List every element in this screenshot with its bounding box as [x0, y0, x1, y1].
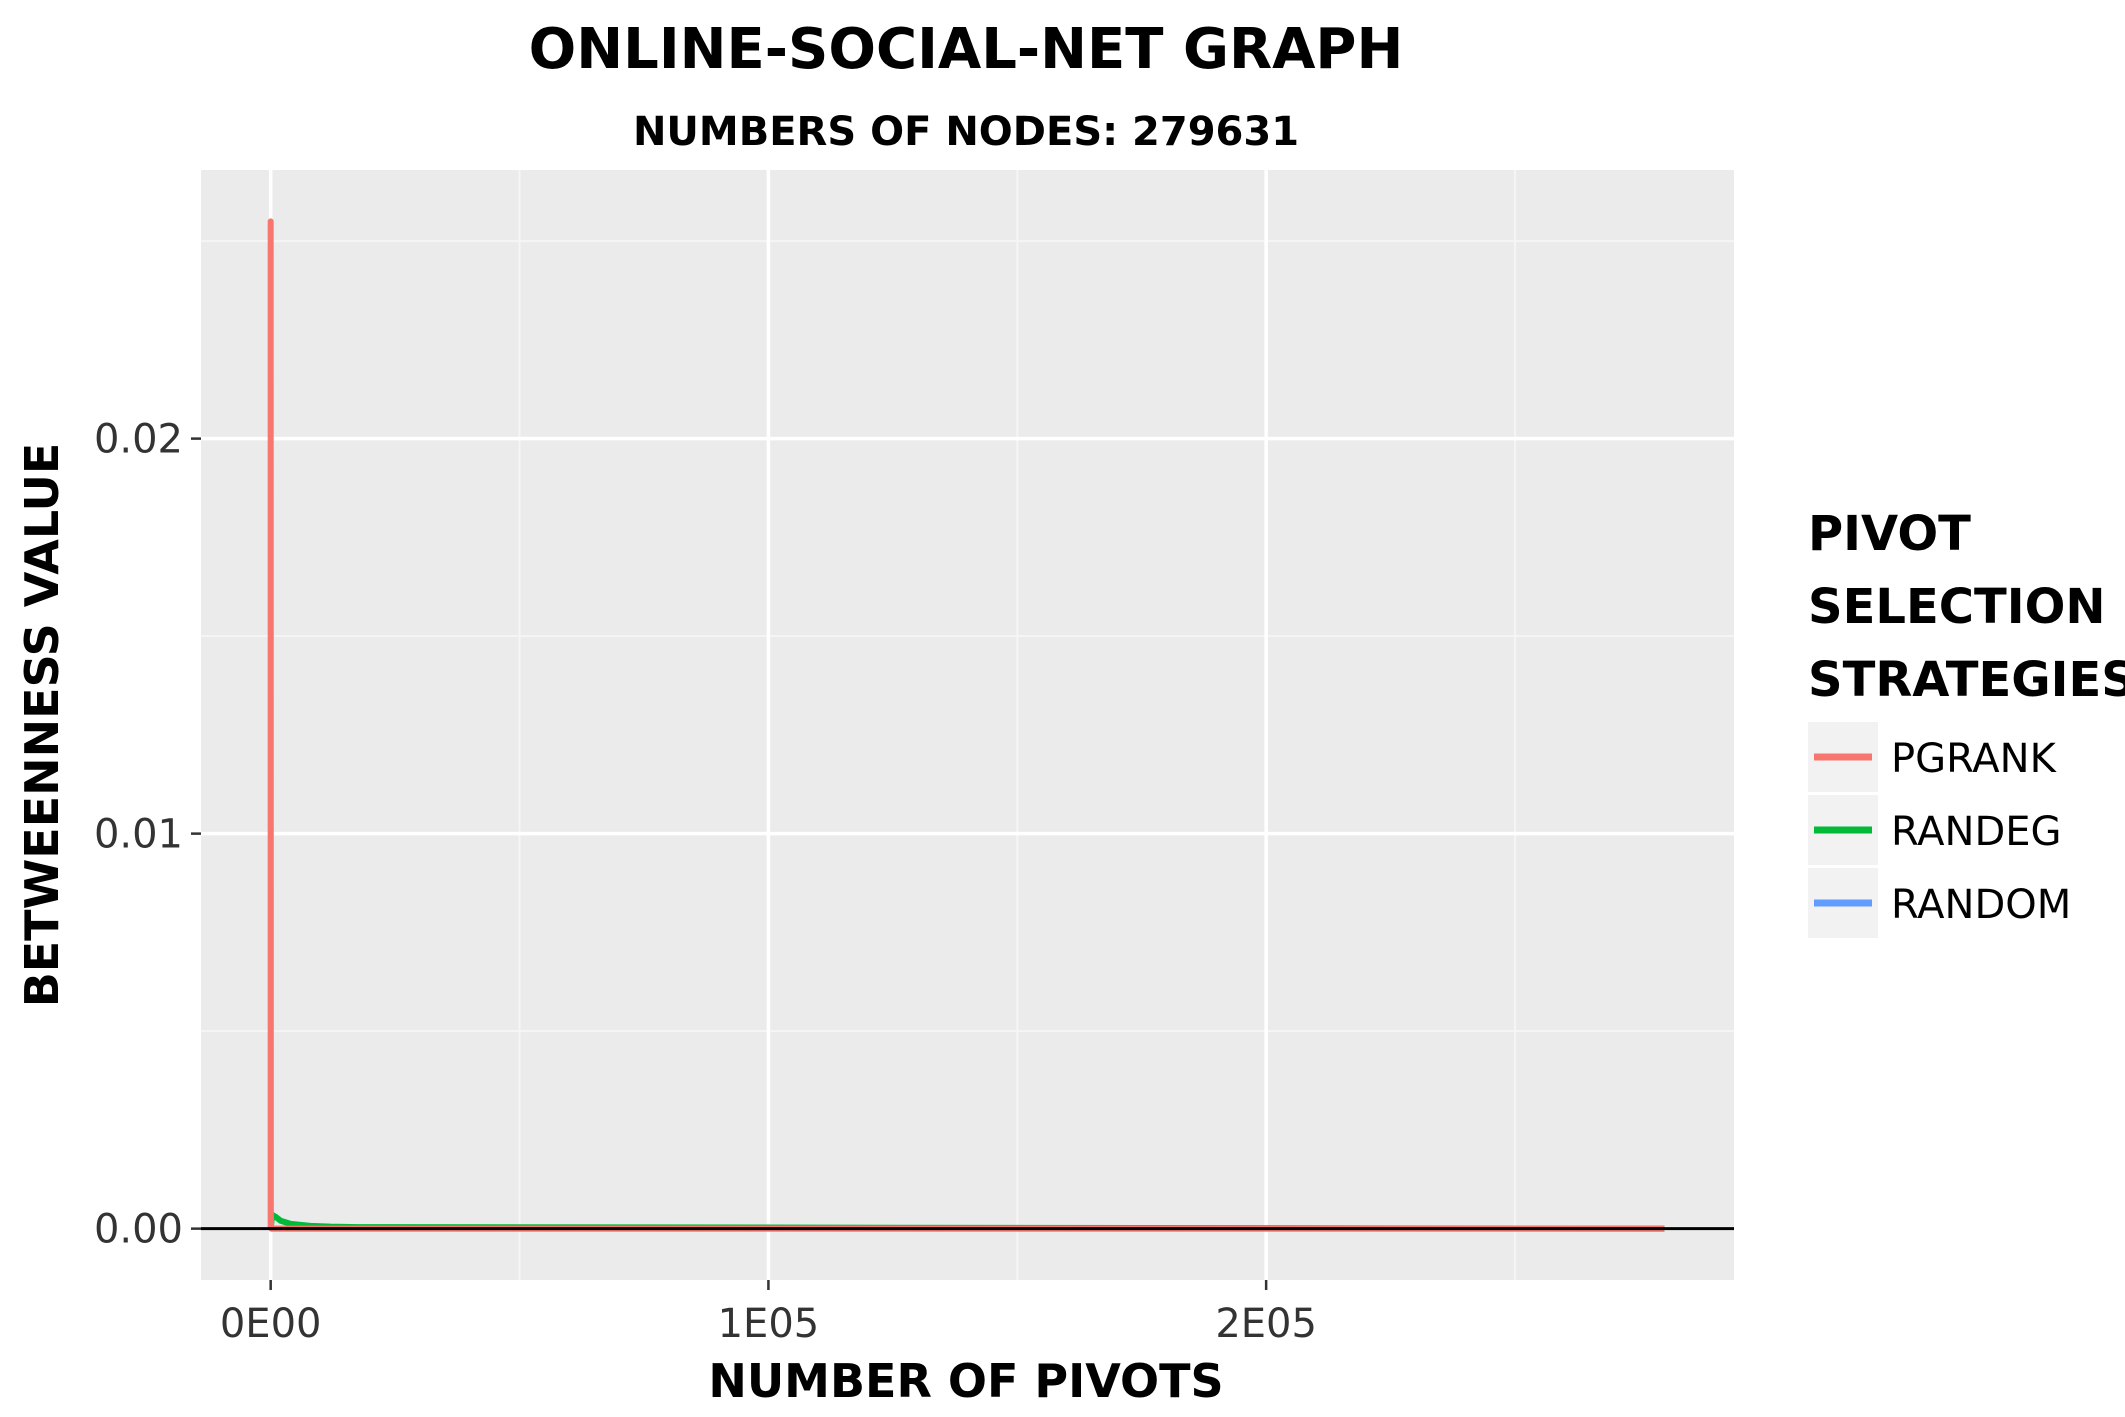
- legend-title: STRATEGIES: [1808, 652, 2125, 708]
- chart-subtitle: NUMBERS OF NODES: 279631: [633, 109, 1299, 155]
- tick-labels: 0E​00 1E​05 2E​05 0.00 0.01 0.02: [94, 417, 1317, 1347]
- x-tick-label: 1E​05: [718, 1301, 820, 1347]
- y-tick-label: 0.01: [94, 812, 183, 858]
- x-axis-title: NUMBER OF PIVOTS: [708, 1354, 1223, 1408]
- legend-label-random: RANDOM: [1891, 882, 2071, 928]
- y-tick-label: 0.00: [94, 1207, 183, 1253]
- grid-minor: [201, 170, 1734, 1280]
- legend-label-randeg: RANDEG: [1891, 809, 2062, 855]
- chart-title: ONLINE-SOCIAL-NET GRAPH: [529, 17, 1404, 82]
- legend: PIVOT SELECTION STRATEGIES PGRANK RANDEG RAND…: [1808, 506, 2125, 938]
- y-axis-title: BETWEENNESS VALUE: [15, 443, 69, 1008]
- plot-panel: [201, 170, 1734, 1280]
- legend-label-pgrank: PGRANK: [1891, 736, 2058, 782]
- x-tick-label: 2E​05: [1215, 1301, 1317, 1347]
- x-tick-label: 0E​00: [220, 1301, 322, 1347]
- y-tick-label: 0.02: [94, 417, 183, 463]
- legend-title: PIVOT: [1808, 506, 1971, 562]
- legend-title: SELECTION: [1808, 579, 2106, 635]
- axis-ticks: [191, 437, 1268, 1290]
